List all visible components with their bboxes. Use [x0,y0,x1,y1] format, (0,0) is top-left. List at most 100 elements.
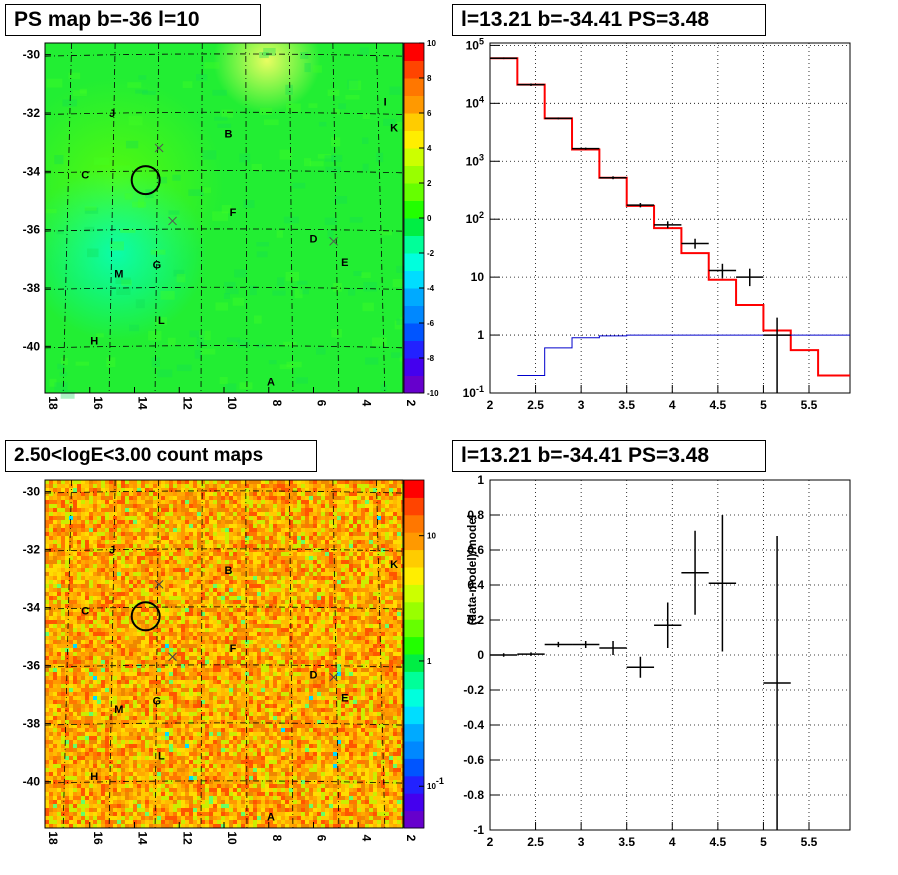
count-pixel [341,564,345,568]
count-pixel [169,556,173,560]
count-pixel [145,584,149,588]
count-pixel [61,516,65,520]
count-pixel [345,608,349,612]
count-pixel [337,496,341,500]
count-pixel [181,524,185,528]
count-pixel [397,600,401,604]
count-pixel [109,680,113,684]
count-pixel [261,652,265,656]
count-pixel [241,496,245,500]
count-pixel [221,520,225,524]
count-pixel [145,596,149,600]
count-pixel [77,624,81,628]
map-texture [138,75,147,80]
count-pixel [97,648,101,652]
count-pixel [117,524,121,528]
count-pixel [121,672,125,676]
count-pixel [241,500,245,504]
count-pixel [293,512,297,516]
count-pixel [233,504,237,508]
count-pixel [277,576,281,580]
count-pixel [77,572,81,576]
count-pixel [221,644,225,648]
count-pixel [189,588,193,592]
count-pixel [349,552,353,556]
count-pixel [157,600,161,604]
count-pixel [69,624,73,628]
count-pixel [121,544,125,548]
count-pixel [397,652,401,656]
count-pixel [173,512,177,516]
count-pixel [89,564,93,568]
count-pixel [249,672,253,676]
count-pixel [341,532,345,536]
count-pixel [369,508,373,512]
count-pixel [149,512,153,516]
count-pixel [173,560,177,564]
count-pixel [365,676,369,680]
count-pixel [85,512,89,516]
count-pixel [49,640,53,644]
count-pixel [237,500,241,504]
count-pixel [393,624,397,628]
count-pixel [129,636,133,640]
count-pixel [277,556,281,560]
count-pixel [113,540,117,544]
count-pixel [197,620,201,624]
count-pixel [361,684,365,688]
count-pixel [145,524,149,528]
count-pixel [317,596,321,600]
count-pixel [45,512,49,516]
count-pixel [125,528,129,532]
count-pixel [233,508,237,512]
count-pixel [369,528,373,532]
count-pixel [261,608,265,612]
count-pixel [233,660,237,664]
count-pixel [213,652,217,656]
count-pixel [281,664,285,668]
count-pixel [113,596,117,600]
count-pixel [293,664,297,668]
count-pixel [349,548,353,552]
count-pixel [281,560,285,564]
count-pixel [261,504,265,508]
count-pixel [77,604,81,608]
count-pixel [253,676,257,680]
count-pixel [221,480,225,484]
count-pixel [269,628,273,632]
count-pixel [325,648,329,652]
count-pixel [285,528,289,532]
count-pixel [69,552,73,556]
count-pixel [237,556,241,560]
count-pixel [253,560,257,564]
count-pixel [289,620,293,624]
count-pixel [113,676,117,680]
count-pixel [377,656,381,660]
count-pixel [289,488,293,492]
count-pixel [317,536,321,540]
count-pixel [329,488,333,492]
count-pixel [381,628,385,632]
count-pixel [269,664,273,668]
count-pixel [269,612,273,616]
count-pixel [141,644,145,648]
count-pixel [85,652,89,656]
count-pixel [73,688,77,692]
count-pixel [101,592,105,596]
count-pixel [289,480,293,484]
count-pixel [289,536,293,540]
count-pixel [133,668,137,672]
count-pixel [61,640,65,644]
count-pixel [333,620,337,624]
count-pixel [93,604,97,608]
count-pixel [361,676,365,680]
count-pixel [165,588,169,592]
count-pixel [393,560,397,564]
count-pixel [213,536,217,540]
count-pixel [201,576,205,580]
count-pixel [113,536,117,540]
count-pixel [337,648,341,652]
count-pixel [301,656,305,660]
count-pixel [57,484,61,488]
count-pixel [197,580,201,584]
